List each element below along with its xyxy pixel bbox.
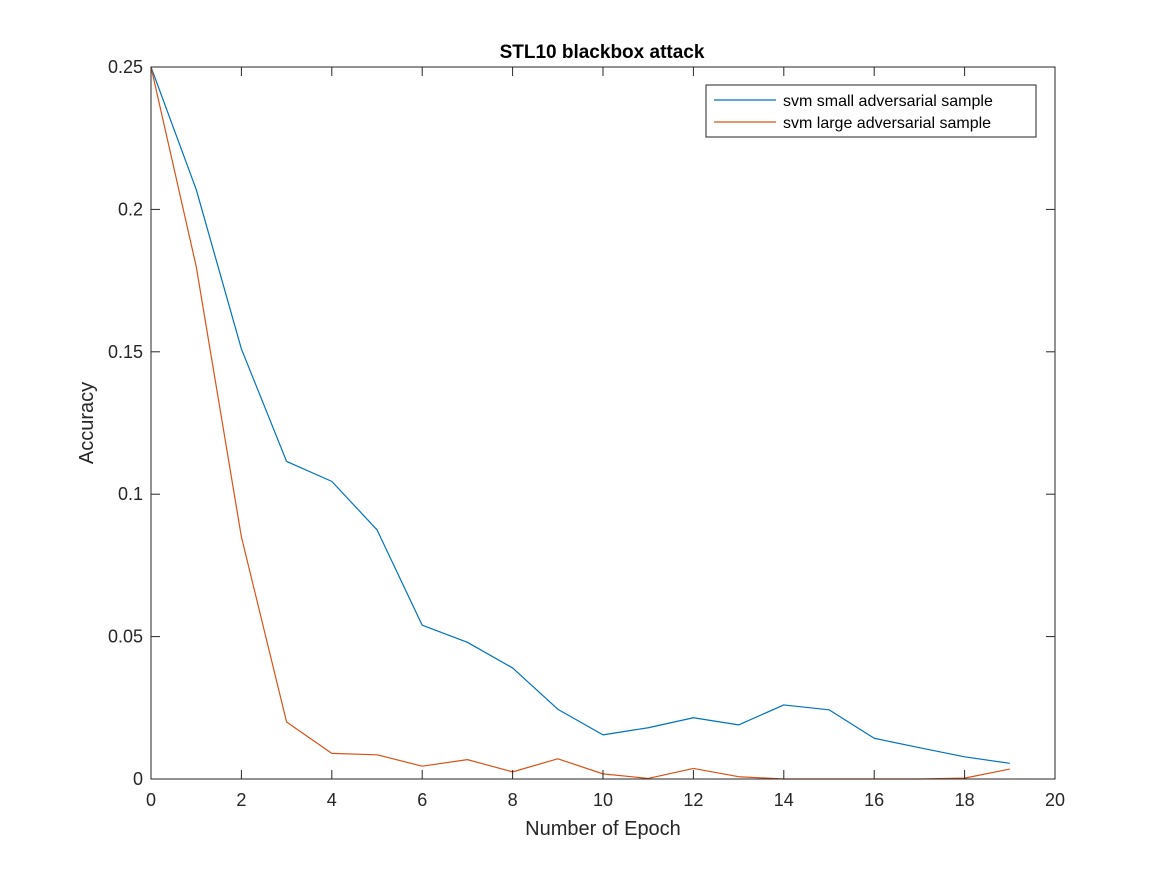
y-tick-label: 0.1 [118,484,143,504]
y-tick-label: 0.2 [118,199,143,219]
x-axis-ticks: 0 2 4 6 8 10 12 14 16 18 20 [146,67,1065,810]
x-axis-label: Number of Epoch [525,818,681,840]
legend-label-1: svm small adversarial sample [783,93,993,110]
y-tick-label: 0.15 [108,342,143,362]
y-axis-label: Accuracy [76,382,98,464]
x-tick-label: 0 [146,790,156,810]
y-tick-label: 0 [133,769,143,789]
legend: svm small adversarial sample svm large ad… [705,84,1037,138]
y-axis-ticks: 0 0.05 0.1 0.15 0.2 0.25 [108,57,1055,789]
x-tick-label: 2 [236,790,246,810]
x-tick-label: 8 [508,790,518,810]
x-tick-label: 18 [955,790,975,810]
legend-label-2: svm large adversarial sample [783,115,991,132]
y-tick-label: 0.05 [108,627,143,647]
x-tick-label: 12 [683,790,703,810]
x-tick-label: 20 [1045,790,1065,810]
y-tick-label: 0.25 [108,57,143,77]
chart-title: STL10 blackbox attack [500,42,705,63]
x-tick-label: 10 [593,790,613,810]
x-tick-label: 16 [864,790,884,810]
x-tick-label: 4 [327,790,337,810]
series-line-1 [150,66,1010,764]
legend-box [705,84,1037,138]
x-tick-label: 14 [774,790,794,810]
x-tick-label: 6 [417,790,427,810]
